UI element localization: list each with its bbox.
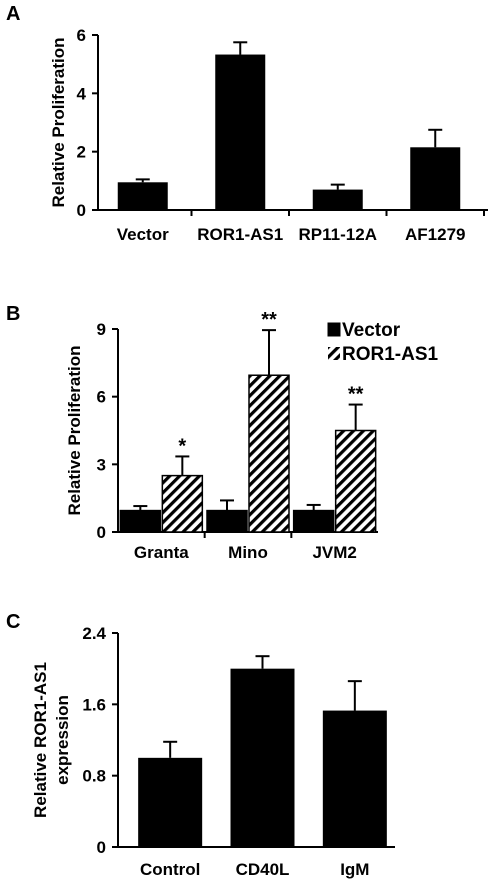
panel-letter-b: B xyxy=(6,303,20,325)
a-category-label-3: AF1279 xyxy=(405,225,465,244)
a-category-label-0: Vector xyxy=(117,225,169,244)
b-ytick-label-0: 0 xyxy=(97,523,106,542)
chart-a: 0 2 4 6 Vector ROR1-AS1 RP11-12A AF1279 Relative… xyxy=(49,26,488,244)
b-bar-Vector-Granta xyxy=(119,509,162,533)
c-bar-IgM xyxy=(322,710,387,847)
b-bar-ROR1-AS1-Mino xyxy=(248,374,290,533)
b-significance-2: ** xyxy=(348,384,364,406)
b-ytick-label-2: 6 xyxy=(97,388,106,407)
a-category-label-2: RP11-12A xyxy=(299,225,377,244)
b-ytick-label-1: 3 xyxy=(97,455,106,474)
a-bar-Vector xyxy=(117,182,168,210)
panel-letter-a: A xyxy=(6,3,20,25)
chart-c: 0 0.8 1.6 2.4 Control CD40L IgM Relative ROR1-A… xyxy=(31,624,395,879)
b-bar-ROR1-AS1-JVM2 xyxy=(334,429,377,533)
a-bar-AF1279 xyxy=(410,147,461,210)
c-ytick-label-1: 0.8 xyxy=(82,767,106,786)
c-ytick-label-3: 2.4 xyxy=(82,624,106,643)
a-ytick-label-2: 4 xyxy=(77,84,87,103)
c-bar-CD40L xyxy=(230,668,295,847)
b-y-axis-label: Relative Proliferation xyxy=(65,345,84,515)
a-y-axis-label: Relative Proliferation xyxy=(49,37,68,207)
panel-letter-c: C xyxy=(6,611,20,633)
b-legend-label-0: Vector xyxy=(342,320,401,341)
b-legend-swatch-1 xyxy=(328,347,340,360)
a-ytick-label-1: 2 xyxy=(77,143,86,162)
a-bar-ROR1-AS1 xyxy=(215,54,266,210)
c-ytick-label-0: 0 xyxy=(97,838,106,857)
b-bar-ROR1-AS1-Granta xyxy=(161,474,204,533)
c-category-label-1: CD40L xyxy=(236,860,290,879)
a-category-label-1: ROR1-AS1 xyxy=(197,225,283,244)
a-bar-RP11-12A xyxy=(312,189,363,210)
c-bar-Control xyxy=(138,757,203,847)
c-ytick-label-2: 1.6 xyxy=(82,695,106,714)
a-ytick-label-3: 6 xyxy=(77,26,86,45)
b-bar-Vector-Mino xyxy=(206,509,248,533)
b-category-label-1: Mino xyxy=(228,543,268,562)
chart-b: 0 3 6 9 * Granta ** Mino ** JVM2 Relative Prolifer… xyxy=(65,309,439,562)
c-y-axis-label-line1: Relative ROR1-AS1 xyxy=(31,662,50,818)
b-category-label-2: JVM2 xyxy=(312,543,356,562)
b-legend-swatch-0 xyxy=(327,322,341,337)
b-category-label-0: Granta xyxy=(134,543,189,562)
b-ytick-label-3: 9 xyxy=(97,320,106,339)
b-legend-label-1: ROR1-AS1 xyxy=(342,344,439,365)
c-category-label-2: IgM xyxy=(340,860,369,879)
c-category-label-0: Control xyxy=(140,860,200,879)
b-significance-1: ** xyxy=(261,309,277,331)
b-bar-Vector-JVM2 xyxy=(292,509,335,533)
a-ytick-label-0: 0 xyxy=(77,201,86,220)
c-y-axis-label-line2: expression xyxy=(53,695,72,785)
b-significance-0: * xyxy=(178,435,186,457)
